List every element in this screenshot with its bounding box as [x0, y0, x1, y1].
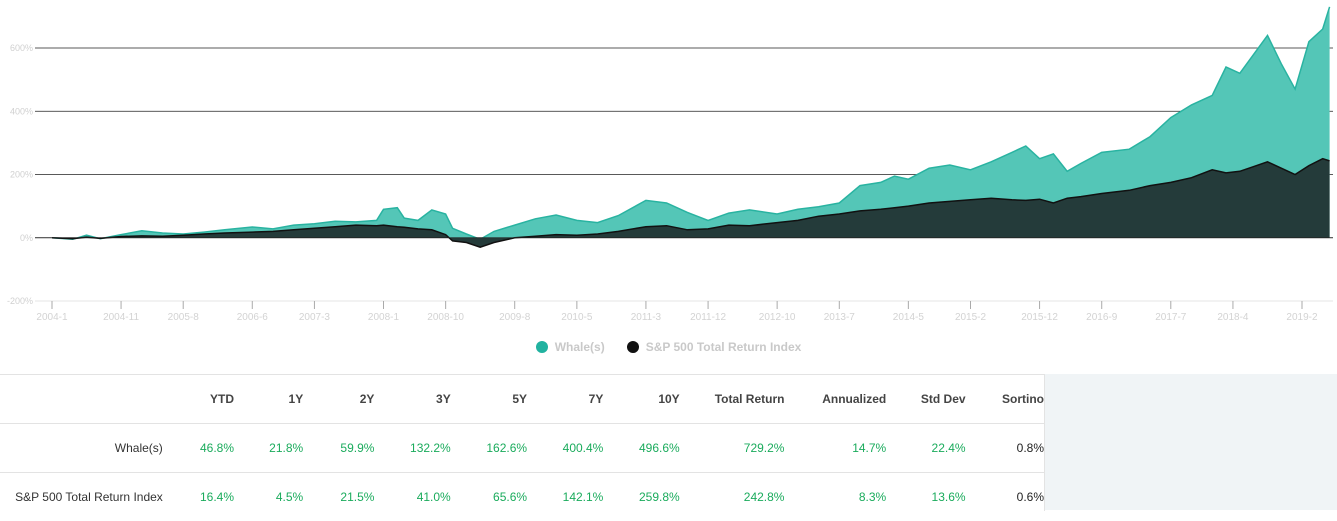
- x-tick-label: 2005-8: [168, 312, 200, 323]
- x-tick-label: 2012-10: [759, 312, 796, 323]
- legend-item-whales[interactable]: Whale(s): [536, 340, 605, 354]
- x-tick-label: 2014-5: [893, 312, 925, 323]
- legend-dot-whales-icon: [536, 341, 548, 353]
- table-header-row: YTD 1Y 2Y 3Y 5Y 7Y 10Y Total Return Annu…: [0, 375, 1044, 424]
- y-tick-label: 600%: [10, 43, 33, 53]
- cell-1y: 21.8%: [234, 424, 303, 473]
- header-name: [0, 375, 163, 424]
- x-tick-label: 2015-12: [1021, 312, 1058, 323]
- cell-annualized: 14.7%: [784, 424, 886, 473]
- y-tick-label: 0%: [20, 233, 33, 243]
- x-axis: 2004-1 2004-11 2005-8 2006-6 2007-3 2008-1 200…: [35, 301, 1333, 323]
- cell-std-dev: 13.6%: [886, 473, 965, 521]
- cell-5y: 65.6%: [451, 473, 527, 521]
- header-7y[interactable]: 7Y: [527, 375, 603, 424]
- table-row: Whale(s) 46.8% 21.8% 59.9% 132.2% 162.6%…: [0, 424, 1044, 473]
- header-ytd[interactable]: YTD: [163, 375, 234, 424]
- x-tick-label: 2010-5: [561, 312, 593, 323]
- legend-item-sp500[interactable]: S&P 500 Total Return Index: [627, 340, 802, 354]
- cell-total-return: 242.8%: [680, 473, 785, 521]
- cell-3y: 41.0%: [374, 473, 450, 521]
- chart-legend: Whale(s) S&P 500 Total Return Index: [0, 340, 1337, 354]
- cell-7y: 400.4%: [527, 424, 603, 473]
- cell-7y: 142.1%: [527, 473, 603, 521]
- row-name: S&P 500 Total Return Index: [0, 473, 163, 521]
- cell-10y: 259.8%: [603, 473, 679, 521]
- cell-sortino: 0.8%: [966, 424, 1044, 473]
- x-tick-label: 2019-2: [1286, 312, 1318, 323]
- header-10y[interactable]: 10Y: [603, 375, 679, 424]
- header-total-return[interactable]: Total Return: [680, 375, 785, 424]
- header-sortino[interactable]: Sortino: [966, 375, 1044, 424]
- legend-label-whales: Whale(s): [555, 340, 605, 354]
- y-tick-label: -200%: [7, 296, 33, 306]
- cell-2y: 59.9%: [303, 424, 374, 473]
- chart-areas: [35, 7, 1333, 247]
- x-tick-label: 2016-9: [1086, 312, 1118, 323]
- cell-annualized: 8.3%: [784, 473, 886, 521]
- x-tick-label: 2018-4: [1217, 312, 1249, 323]
- legend-dot-sp500-icon: [627, 341, 639, 353]
- x-tick-label: 2007-3: [299, 312, 331, 323]
- cell-total-return: 729.2%: [680, 424, 785, 473]
- cell-2y: 21.5%: [303, 473, 374, 521]
- x-tick-label: 2017-7: [1155, 312, 1187, 323]
- x-tick-label: 2004-1: [36, 312, 68, 323]
- x-tick-label: 2015-2: [955, 312, 987, 323]
- x-tick-label: 2008-10: [427, 312, 464, 323]
- y-tick-label: 200%: [10, 170, 33, 180]
- cell-3y: 132.2%: [374, 424, 450, 473]
- x-tick-label: 2009-8: [499, 312, 531, 323]
- y-axis: -200% 0% 200% 400% 600%: [7, 43, 33, 306]
- header-2y[interactable]: 2Y: [303, 375, 374, 424]
- cell-1y: 4.5%: [234, 473, 303, 521]
- header-5y[interactable]: 5Y: [451, 375, 527, 424]
- cell-ytd: 46.8%: [163, 424, 234, 473]
- header-1y[interactable]: 1Y: [234, 375, 303, 424]
- cell-sortino: 0.6%: [966, 473, 1044, 521]
- row-name: Whale(s): [0, 424, 163, 473]
- x-tick-label: 2006-6: [237, 312, 269, 323]
- header-3y[interactable]: 3Y: [374, 375, 450, 424]
- returns-table: YTD 1Y 2Y 3Y 5Y 7Y 10Y Total Return Annu…: [0, 375, 1044, 521]
- cell-ytd: 16.4%: [163, 473, 234, 521]
- legend-label-sp500: S&P 500 Total Return Index: [646, 340, 802, 354]
- cell-std-dev: 22.4%: [886, 424, 965, 473]
- y-tick-label: 400%: [10, 106, 33, 116]
- x-tick-label: 2011-3: [631, 312, 662, 323]
- x-tick-label: 2011-12: [690, 312, 726, 323]
- returns-table-container: YTD 1Y 2Y 3Y 5Y 7Y 10Y Total Return Annu…: [0, 374, 1045, 511]
- header-std-dev[interactable]: Std Dev: [886, 375, 965, 424]
- table-row: S&P 500 Total Return Index 16.4% 4.5% 21…: [0, 473, 1044, 521]
- x-tick-label: 2008-1: [368, 312, 400, 323]
- cell-5y: 162.6%: [451, 424, 527, 473]
- x-tick-label: 2004-11: [103, 312, 139, 323]
- side-panel: [1045, 374, 1337, 510]
- cell-10y: 496.6%: [603, 424, 679, 473]
- x-tick-label: 2013-7: [824, 312, 856, 323]
- header-annualized[interactable]: Annualized: [784, 375, 886, 424]
